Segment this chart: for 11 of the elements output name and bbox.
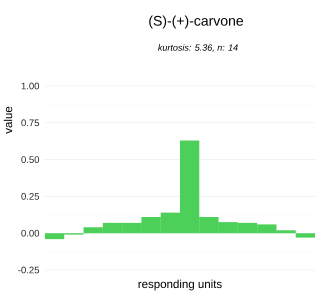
y-tick-label: 0.00 bbox=[21, 230, 40, 237]
y-tick-label: -0.25 bbox=[18, 266, 40, 274]
y-tick-label: 0.50 bbox=[21, 156, 40, 163]
y-tick-label: 0.75 bbox=[21, 119, 40, 126]
chart-title: (S)-(+)-carvone bbox=[149, 15, 244, 29]
y-tick-label: 0.25 bbox=[21, 193, 40, 200]
chart-subtitle: kurtosis: 5.36, n: 14 bbox=[158, 44, 238, 52]
y-axis-title: value bbox=[4, 106, 12, 134]
bar bbox=[296, 233, 316, 238]
y-tick-label: 1.00 bbox=[22, 82, 40, 90]
x-axis-title: responding units bbox=[138, 280, 222, 290]
